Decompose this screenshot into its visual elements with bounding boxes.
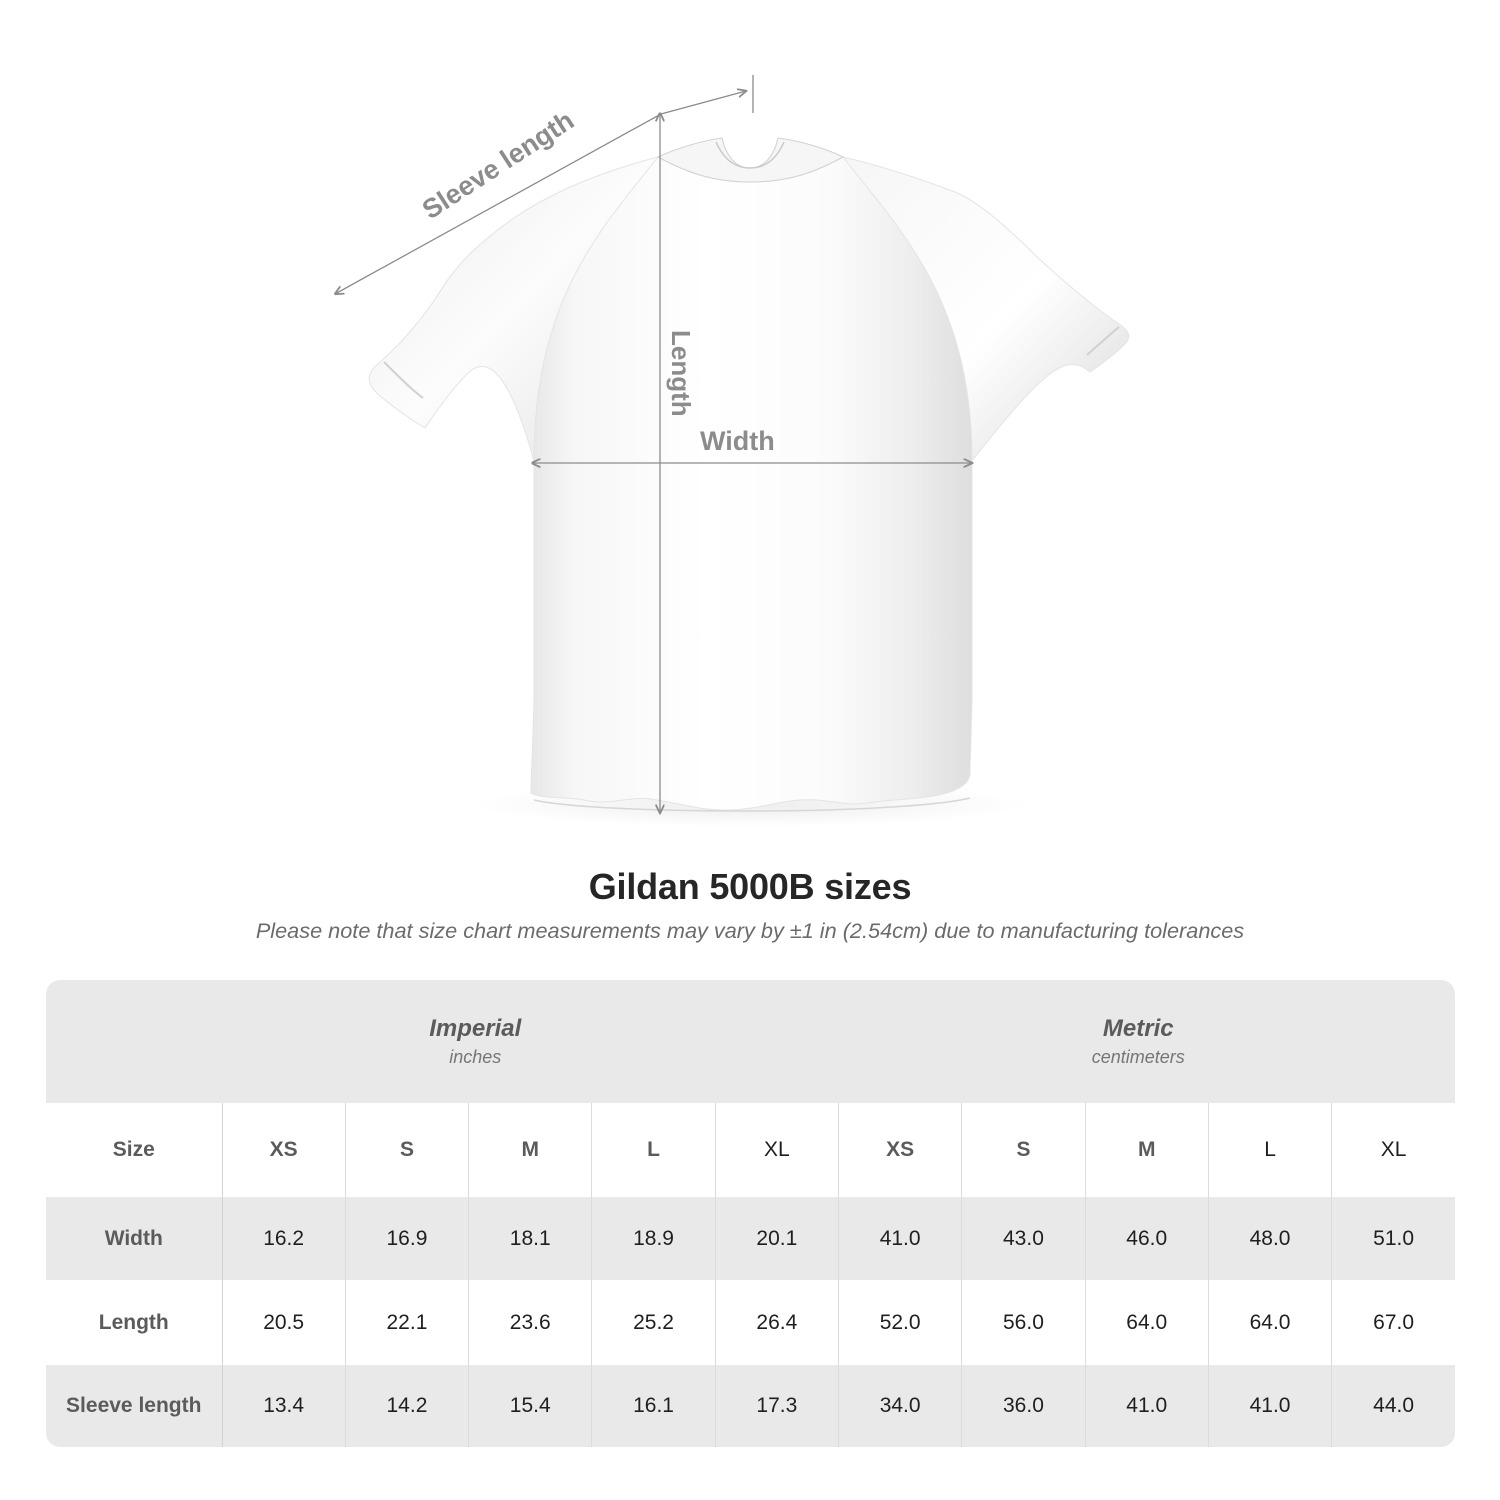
svg-text:Width: Width — [700, 426, 775, 456]
svg-text:Length: Length — [666, 330, 696, 417]
